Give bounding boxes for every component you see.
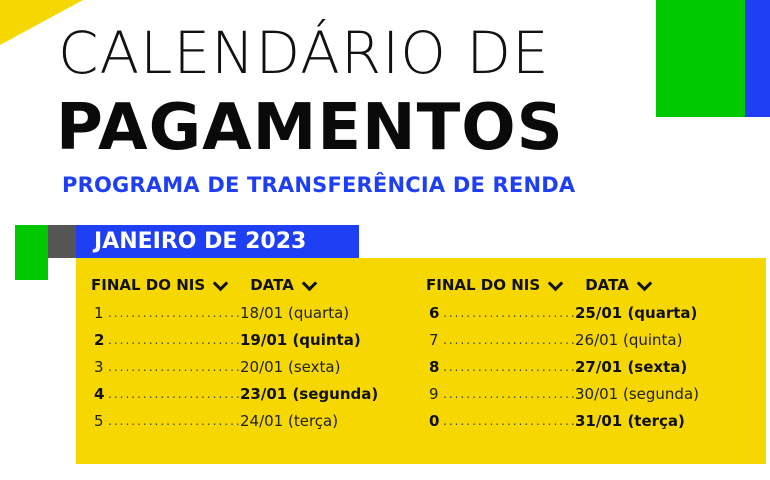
dot-leader: ....................................: [108, 414, 240, 428]
green-accent-block: [656, 0, 745, 117]
schedule-row: 2....................................19/…: [91, 327, 378, 354]
nis-digit: 3: [94, 358, 104, 376]
header-data: DATA: [585, 275, 653, 294]
nis-digit: 6: [429, 304, 440, 322]
payment-date: 20/01 (sexta): [240, 358, 341, 376]
schedule-row: 9....................................30/…: [426, 381, 699, 408]
payment-date: 19/01 (quinta): [240, 331, 361, 349]
payment-date: 23/01 (segunda): [240, 385, 379, 403]
schedule-row: 1....................................18/…: [91, 300, 378, 327]
nis-digit: 7: [429, 331, 439, 349]
header-final-nis: FINAL DO NIS: [91, 275, 245, 294]
dot-leader: ....................................: [108, 333, 240, 347]
month-banner: JANEIRO DE 2023: [76, 225, 359, 258]
dot-leader: ....................................: [443, 360, 575, 374]
schedule-row: 5....................................24/…: [91, 408, 378, 435]
page-title-line2: PAGAMENTOS: [56, 91, 564, 165]
header-data: DATA: [250, 275, 318, 294]
dot-leader: ....................................: [108, 360, 240, 374]
schedule-column-left: FINAL DO NIS DATA 1.....................…: [91, 275, 378, 435]
dot-leader: ....................................: [443, 414, 575, 428]
dot-leader: ....................................: [108, 387, 240, 401]
yellow-corner-triangle: [0, 0, 83, 45]
payment-date: 26/01 (quinta): [575, 331, 683, 349]
nis-digit: 4: [94, 385, 105, 403]
schedule-row: 0....................................31/…: [426, 408, 699, 435]
nis-digit: 5: [94, 412, 104, 430]
payment-date: 18/01 (quarta): [240, 304, 350, 322]
nis-digit: 8: [429, 358, 440, 376]
dot-leader: ....................................: [443, 306, 575, 320]
payment-date: 30/01 (segunda): [575, 385, 699, 403]
nis-digit: 2: [94, 331, 105, 349]
payment-date: 24/01 (terça): [240, 412, 339, 430]
dot-leader: ....................................: [108, 306, 240, 320]
payment-date: 31/01 (terça): [575, 412, 685, 430]
chevron-down-icon: [212, 275, 229, 292]
column-headers: FINAL DO NIS DATA: [426, 275, 699, 300]
column-headers: FINAL DO NIS DATA: [91, 275, 378, 300]
schedule-panel: FINAL DO NIS DATA 1.....................…: [76, 258, 766, 464]
chevron-down-icon: [636, 275, 653, 292]
page-title-line1: CALENDÁRIO DE: [58, 19, 550, 87]
nis-digit: 1: [94, 304, 104, 322]
schedule-row: 7....................................26/…: [426, 327, 699, 354]
grey-accent-square: [48, 225, 76, 258]
payment-date: 27/01 (sexta): [575, 358, 688, 376]
payment-date: 25/01 (quarta): [575, 304, 698, 322]
dot-leader: ....................................: [443, 333, 575, 347]
chevron-down-icon: [547, 275, 564, 292]
schedule-column-right: FINAL DO NIS DATA 6.....................…: [426, 275, 699, 435]
schedule-row: 8....................................27/…: [426, 354, 699, 381]
green-accent-square: [15, 225, 48, 280]
schedule-row: 3....................................20/…: [91, 354, 378, 381]
schedule-row: 4....................................23/…: [91, 381, 378, 408]
page-subtitle: PROGRAMA DE TRANSFERÊNCIA DE RENDA: [62, 173, 576, 197]
nis-digit: 0: [429, 412, 440, 430]
schedule-row: 6....................................25/…: [426, 300, 699, 327]
blue-accent-block: [745, 0, 770, 117]
chevron-down-icon: [301, 275, 318, 292]
dot-leader: ....................................: [443, 387, 575, 401]
header-final-nis: FINAL DO NIS: [426, 275, 580, 294]
nis-digit: 9: [429, 385, 439, 403]
